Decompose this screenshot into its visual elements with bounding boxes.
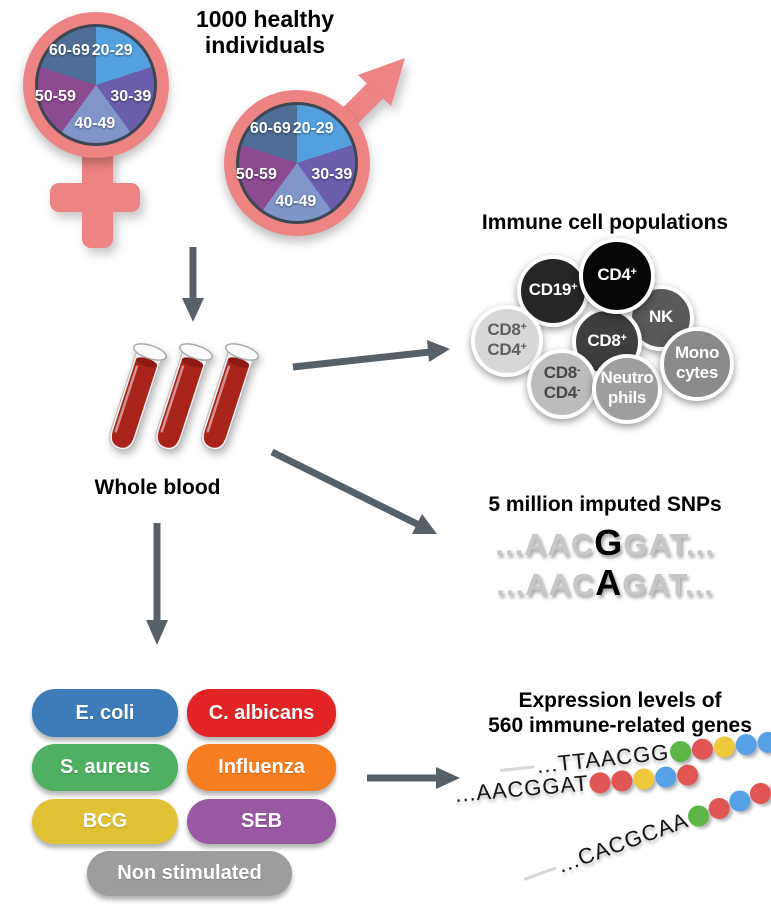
female-cross-icon xyxy=(50,148,140,248)
immune-cells-title: Immune cell populations xyxy=(481,211,729,234)
snp-variant-allele: A xyxy=(595,562,623,603)
gene-sequence: ...CACGCAA xyxy=(554,807,692,878)
gene-sequence: ...AACGGAT xyxy=(453,770,590,807)
snp-variant-allele: G xyxy=(594,522,624,563)
cell-label: Neutro xyxy=(600,368,654,387)
age-label: 20-29 xyxy=(91,42,133,60)
cell-label: CD4+ xyxy=(487,340,527,359)
arrow-to-snps-icon xyxy=(270,448,437,534)
male-age-pie-chart: 20-29 30-39 40-49 50-59 60-69 xyxy=(236,102,358,224)
age-label: 30-39 xyxy=(311,165,353,183)
strand-line xyxy=(499,764,534,772)
stimulus-influenza: Influenza xyxy=(187,744,336,791)
cell-label: CD4+ xyxy=(597,265,637,284)
test-tube-icon xyxy=(109,343,168,451)
male-symbol-icon: 20-29 30-39 40-49 50-59 60-69 xyxy=(218,28,458,243)
stimulus-non-stimulated: Non stimulated xyxy=(87,851,292,896)
cell-label: Mono xyxy=(674,343,720,362)
expression-dot xyxy=(756,730,771,754)
cell-label: CD4- xyxy=(543,383,581,402)
stimulus-label: E. coli xyxy=(75,701,135,724)
cell-label: NK xyxy=(649,307,673,326)
age-label: 60-69 xyxy=(48,42,90,60)
expression-dot xyxy=(747,779,771,807)
cell-cd4: CD4+ xyxy=(579,238,655,314)
age-label: 20-29 xyxy=(292,120,334,138)
expression-dot xyxy=(654,765,678,788)
stimulus-label: S. aureus xyxy=(59,756,151,778)
stimulus-seb: SEB xyxy=(187,799,336,844)
cell-cd8neg-cd4neg: CD8- CD4- xyxy=(527,349,597,419)
expression-dot xyxy=(676,763,700,786)
cell-neutrophils: Neutro phils xyxy=(592,354,662,424)
age-label: 50-59 xyxy=(34,87,76,105)
female-symbol-icon: 20-29 30-39 40-49 50-59 60-69 xyxy=(18,8,178,253)
whole-blood-label: Whole blood xyxy=(94,476,221,499)
age-label: 50-59 xyxy=(235,165,277,183)
expression-dot xyxy=(669,739,693,763)
blood-tubes-icon xyxy=(109,343,260,451)
stimulus-calbicans: C. albicans xyxy=(187,689,336,737)
arrow-down-to-blood-icon xyxy=(182,247,204,322)
stimulus-saureus: S. aureus xyxy=(32,744,178,791)
snps-title: 5 million imputed SNPs xyxy=(488,493,722,516)
female-age-pie-chart: 20-29 30-39 40-49 50-59 60-69 xyxy=(35,24,157,146)
age-label: 40-49 xyxy=(275,193,317,211)
test-tube-icon xyxy=(155,343,214,451)
test-tube-icon xyxy=(201,343,260,451)
age-label: 40-49 xyxy=(74,115,116,133)
expression-dot xyxy=(712,734,736,758)
stimulus-label: BCG xyxy=(82,810,128,832)
cell-label: CD8+ xyxy=(487,320,527,339)
arrow-to-expression-icon xyxy=(367,767,460,789)
figure-title: 1000 healthy individuals xyxy=(195,6,335,58)
strand-line xyxy=(523,865,557,881)
cell-label: CD19+ xyxy=(528,280,578,299)
cell-label: CD8+ xyxy=(587,331,627,350)
stimulus-label: Influenza xyxy=(218,756,305,778)
expression-dot xyxy=(690,737,714,761)
snp-sequences: ...AACGGAT... ...AACAGAT... xyxy=(440,524,770,604)
expression-dot xyxy=(734,732,758,756)
stimulus-bcg: BCG xyxy=(32,799,178,844)
cell-label: phils xyxy=(607,388,647,407)
expression-dot xyxy=(588,770,612,794)
age-label: 30-39 xyxy=(110,87,152,105)
expression-dot xyxy=(610,769,634,792)
snp-sequence-row: ...AACGGAT... xyxy=(495,522,715,563)
cell-monocytes: Mono cytes xyxy=(660,327,734,401)
cell-label: CD8- xyxy=(543,363,581,382)
arrow-down-to-stimuli-icon xyxy=(146,523,168,645)
snp-sequence-row: ...AACAGAT... xyxy=(496,562,714,603)
arrow-to-immune-cells-icon xyxy=(292,340,450,371)
stimulus-ecoli: E. coli xyxy=(32,689,178,737)
cell-label: cytes xyxy=(676,363,718,382)
stimulus-label: SEB xyxy=(240,810,283,832)
stimulus-label: C. albicans xyxy=(208,701,315,724)
age-label: 60-69 xyxy=(249,120,291,138)
expression-dot xyxy=(632,767,656,790)
expression-title: Expression levels of 560 immune-related … xyxy=(488,689,752,737)
stimulus-label: Non stimulated xyxy=(117,862,262,884)
